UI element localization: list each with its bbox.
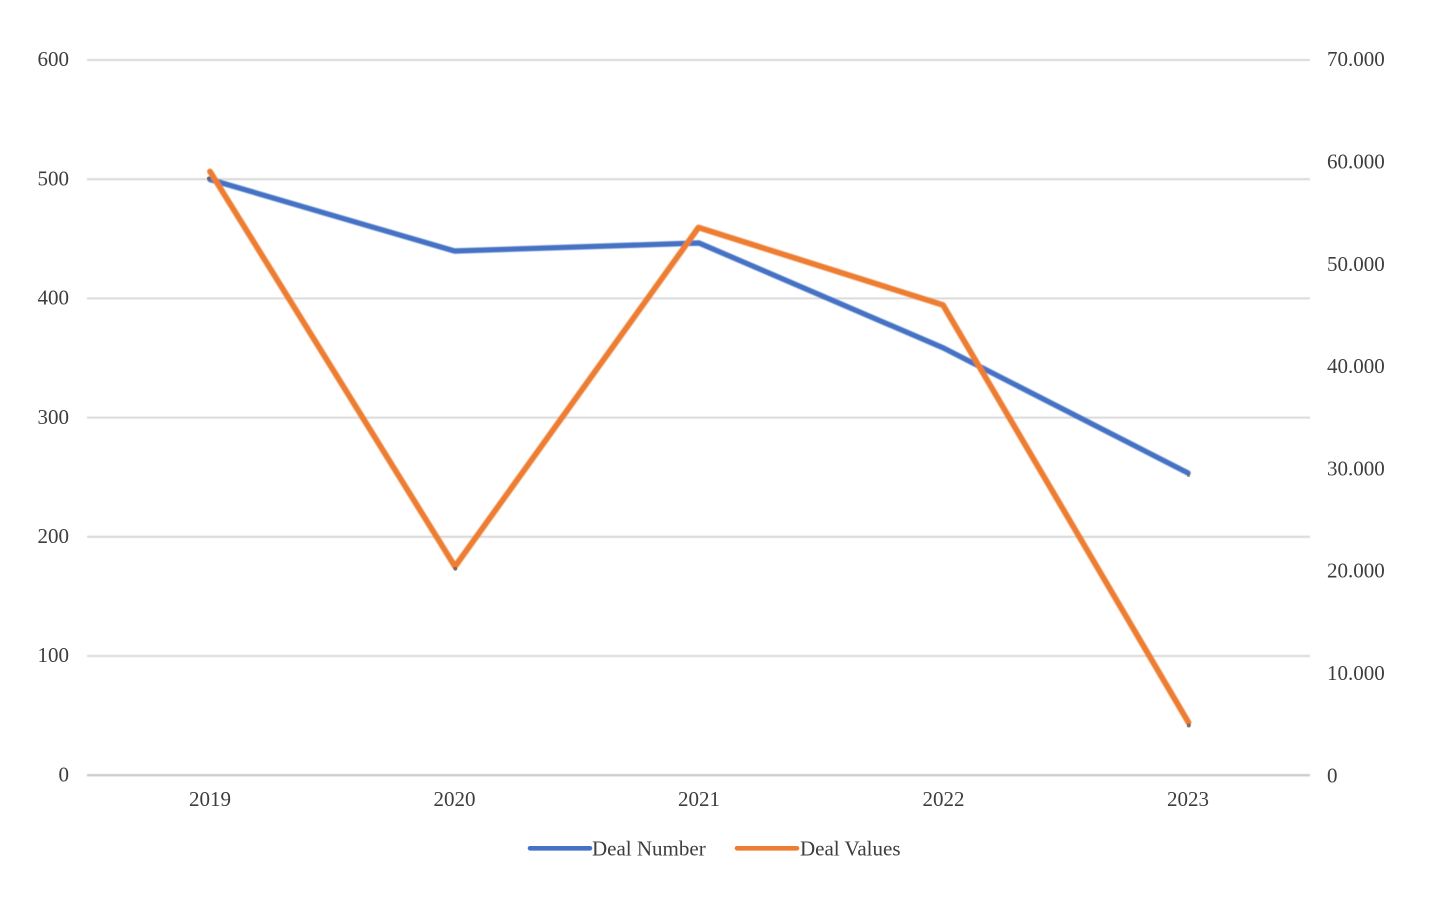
svg-text:20.000: 20.000 xyxy=(1327,559,1385,583)
svg-text:400: 400 xyxy=(38,286,70,310)
svg-text:2023: 2023 xyxy=(1167,787,1209,811)
svg-text:0: 0 xyxy=(1327,763,1338,787)
svg-text:70.000: 70.000 xyxy=(1327,47,1385,71)
svg-text:30.000: 30.000 xyxy=(1327,456,1385,480)
svg-text:40.000: 40.000 xyxy=(1327,354,1385,378)
svg-text:0: 0 xyxy=(59,762,70,786)
svg-text:500: 500 xyxy=(38,166,70,190)
svg-text:600: 600 xyxy=(38,47,70,71)
svg-text:2022: 2022 xyxy=(923,787,965,811)
svg-text:60.000: 60.000 xyxy=(1327,150,1385,174)
svg-text:2019: 2019 xyxy=(189,787,231,811)
svg-text:2021: 2021 xyxy=(678,787,720,811)
svg-text:Deal Values: Deal Values xyxy=(800,836,901,860)
svg-text:10.000: 10.000 xyxy=(1327,661,1385,685)
svg-text:2020: 2020 xyxy=(434,787,476,811)
svg-text:50.000: 50.000 xyxy=(1327,252,1385,276)
svg-text:Deal Number: Deal Number xyxy=(592,836,706,860)
svg-text:200: 200 xyxy=(38,524,70,548)
svg-text:300: 300 xyxy=(38,405,70,429)
svg-text:100: 100 xyxy=(38,643,70,667)
